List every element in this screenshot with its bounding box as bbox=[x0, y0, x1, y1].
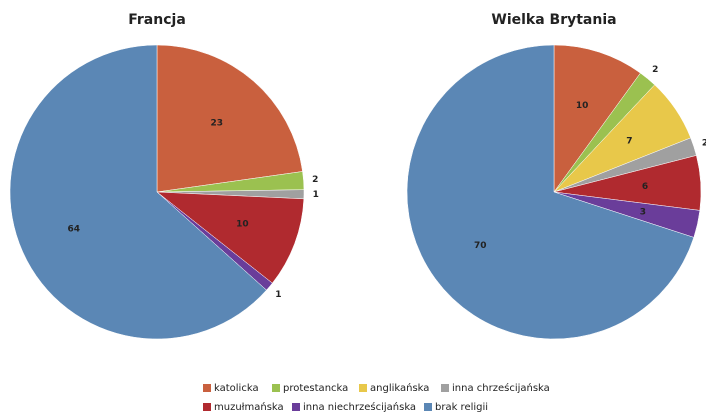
value-label: 6 bbox=[642, 182, 648, 192]
legend-label: inna chrześcijańska bbox=[452, 382, 550, 394]
pie-slice bbox=[156, 191, 305, 284]
value-label: 3 bbox=[640, 207, 646, 217]
value-label: 64 bbox=[68, 225, 81, 235]
value-label: 1 bbox=[313, 190, 319, 200]
legend-label: brak religii bbox=[435, 402, 488, 413]
value-label: 23 bbox=[211, 119, 224, 129]
value-label: 10 bbox=[576, 101, 589, 111]
legend-swatch bbox=[441, 384, 449, 392]
value-label: 7 bbox=[626, 136, 632, 146]
pie-slice bbox=[406, 44, 695, 340]
legend-label: katolicka bbox=[214, 383, 259, 394]
legend-swatch bbox=[359, 384, 367, 392]
value-label: 1 bbox=[275, 290, 281, 300]
chart-title: Wielka Brytania bbox=[491, 12, 616, 28]
legend-swatch bbox=[203, 384, 211, 392]
value-label: 2 bbox=[312, 175, 318, 185]
value-label: 70 bbox=[474, 241, 487, 251]
pie-slice bbox=[9, 44, 267, 340]
chart-title: Francja bbox=[128, 12, 186, 28]
pie-slice bbox=[553, 44, 641, 193]
value-label: 10 bbox=[236, 219, 249, 229]
legend-swatch bbox=[292, 403, 300, 411]
pie-slice bbox=[156, 44, 303, 193]
legend-swatch bbox=[203, 403, 211, 411]
value-label: 2 bbox=[702, 138, 706, 148]
legend-label: anglikańska bbox=[370, 382, 429, 394]
legend-label: protestancka bbox=[283, 383, 348, 394]
legend-swatch bbox=[424, 403, 432, 411]
value-label: 2 bbox=[652, 65, 658, 75]
legend-label: inna niechrześcijańska bbox=[303, 401, 416, 413]
legend-label: muzułmańska bbox=[214, 401, 284, 413]
legend-swatch bbox=[272, 384, 280, 392]
